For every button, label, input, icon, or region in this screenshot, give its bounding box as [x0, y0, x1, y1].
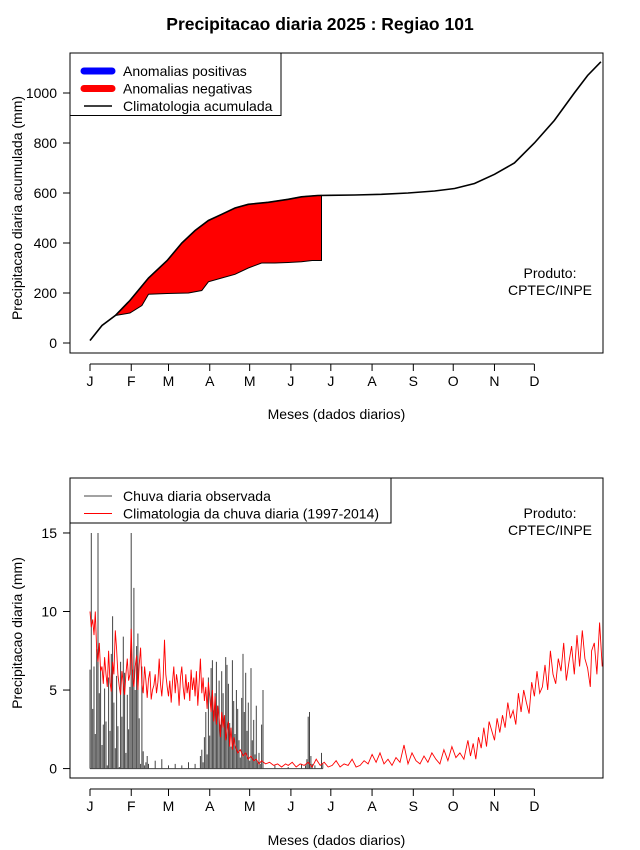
x-tick-label: O	[448, 373, 459, 389]
x-tick-label: D	[529, 373, 539, 389]
x-tick-label: M	[163, 373, 175, 389]
page-title: Precipitacao diaria 2025 : Regiao 101	[166, 14, 474, 34]
x-tick-label: F	[127, 798, 136, 814]
chart-panel-daily: 0 5 10 15 J F M A M J J A S O N D Meses (dados diarios) P…	[9, 477, 604, 848]
product-annotation: CPTEC/INPE	[508, 282, 592, 298]
product-annotation: Produto:	[524, 265, 577, 281]
legend-label: Chuva diaria observada	[123, 488, 271, 504]
x-tick-label: S	[409, 373, 418, 389]
negative-anomaly-area	[89, 194, 322, 341]
x-tick-label: M	[244, 798, 256, 814]
y-tick-label: 400	[34, 235, 58, 251]
y-tick-label: 800	[34, 135, 58, 151]
x-axis-label: Meses (dados diarios)	[268, 832, 406, 848]
legend-label: Anomalias negativas	[123, 81, 252, 97]
plot-area	[89, 61, 602, 341]
product-annotation: CPTEC/INPE	[508, 522, 592, 538]
x-tick-label: M	[244, 373, 256, 389]
x-tick-label: M	[163, 798, 175, 814]
chart-panel-accumulated: 0 200 400 600 800 1000 J F M A M J J A S O N D Meses (dado…	[9, 52, 604, 422]
x-tick-label: S	[409, 798, 418, 814]
x-tick-label: F	[127, 373, 136, 389]
climatology-daily-line	[89, 611, 603, 768]
x-tick-label: A	[367, 798, 377, 814]
x-tick-label: J	[327, 373, 334, 389]
x-tick-label: A	[205, 798, 215, 814]
y-tick-label: 1000	[26, 85, 57, 101]
x-tick-label: J	[287, 373, 294, 389]
x-tick-label: A	[205, 373, 215, 389]
y-tick-label: 600	[34, 185, 58, 201]
y-axis-label: Precipitacao diaria acumulada (mm)	[9, 96, 25, 320]
legend-label: Climatologia da chuva diaria (1997-2014)	[123, 506, 379, 522]
legend: Chuva diaria observada Climatologia da ch…	[69, 477, 392, 524]
x-tick-label: N	[489, 798, 499, 814]
legend-label: Climatologia acumulada	[123, 98, 273, 114]
climatology-accumulated-line	[89, 61, 602, 341]
y-tick-label: 0	[49, 761, 57, 777]
y-tick-label: 0	[49, 335, 57, 351]
y-tick-label: 5	[49, 682, 57, 698]
plot-area	[89, 533, 603, 770]
x-tick-label: O	[448, 798, 459, 814]
legend-box	[69, 477, 392, 524]
x-tick-label: D	[529, 798, 539, 814]
x-axis-label: Meses (dados diarios)	[268, 406, 406, 422]
y-tick-label: 15	[41, 525, 57, 541]
x-tick-label: J	[287, 798, 294, 814]
legend: Anomalias positivas Anomalias negativasCl…	[69, 52, 282, 116]
y-tick-label: 200	[34, 285, 58, 301]
legend-label: Anomalias positivas	[123, 63, 247, 79]
x-tick-label: J	[327, 798, 334, 814]
product-annotation: Produto:	[524, 505, 577, 521]
x-tick-label: J	[87, 798, 94, 814]
y-axis-label: Precipitacao diaria (mm)	[9, 557, 25, 709]
legend-box	[69, 52, 282, 116]
x-tick-label: J	[87, 373, 94, 389]
y-tick-label: 10	[41, 604, 57, 620]
x-tick-label: A	[367, 373, 377, 389]
x-tick-label: N	[489, 373, 499, 389]
plot-frame	[69, 52, 604, 354]
